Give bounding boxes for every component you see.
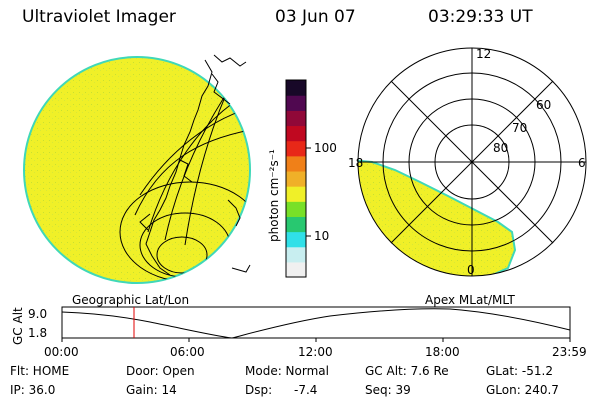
lat-label-60: 60 <box>536 98 552 112</box>
polar-plot <box>357 47 587 277</box>
coastline <box>145 59 213 276</box>
date-label: 03 Jun 07 <box>275 7 356 27</box>
altitude-xtick: 06:00 <box>170 345 205 359</box>
mlt-label-left: 18 <box>348 156 364 170</box>
coastline <box>179 159 193 183</box>
mlt-label-bottom: 0 <box>467 263 475 277</box>
mode-status: Mode: Normal <box>245 364 329 378</box>
geo-panel-label: Geographic Lat/Lon <box>72 293 190 307</box>
color-bar-segment <box>286 231 306 248</box>
polar-panel-label: Apex MLat/MLT <box>425 293 515 307</box>
geo-image <box>23 54 251 284</box>
altitude-ytick: 9.0 <box>28 307 48 321</box>
mlt-line <box>390 80 554 244</box>
coastline <box>213 54 247 67</box>
coastline <box>231 264 251 273</box>
color-bar-segment <box>286 140 306 157</box>
ip-status: IP: 36.0 <box>10 383 56 397</box>
lat-label-80: 80 <box>493 141 509 155</box>
coastline <box>227 199 241 227</box>
gc-alt-status: GC Alt: 7.6 Re <box>365 364 449 378</box>
time-label: 03:29:33 UT <box>428 7 533 27</box>
color-bar-segment <box>286 246 306 263</box>
geo-disk <box>23 56 251 284</box>
geo-grid-line <box>156 236 208 274</box>
color-bar-segment <box>286 125 306 142</box>
color-bar-segment <box>286 216 306 233</box>
colorbar-tick-label: 10 <box>314 229 330 243</box>
filter-status: Flt: HOME <box>10 364 70 378</box>
color-bar-segment <box>286 170 306 187</box>
altitude-ylabel: GC Alt <box>11 307 25 345</box>
dsp-label: Dsp: <box>245 383 273 397</box>
gain-status: Gain: 14 <box>126 383 177 397</box>
mlt-label-top: 12 <box>476 47 492 61</box>
coastline <box>211 73 231 105</box>
instrument-title: Ultraviolet Imager <box>22 7 176 27</box>
altitude-plot <box>61 306 571 342</box>
glon-status: GLon: 240.7 <box>486 383 559 397</box>
color-bar-segment <box>286 201 306 217</box>
color-bar-segment <box>286 186 306 202</box>
color-bar-segment <box>286 95 306 111</box>
altitude-ytick: 1.8 <box>28 326 48 340</box>
altitude-curve <box>61 308 571 339</box>
auroral-oval <box>358 158 517 276</box>
color-bar-segment <box>286 155 306 172</box>
altitude-xtick: 00:00 <box>44 345 79 359</box>
color-bar-segment <box>286 80 306 96</box>
door-status: Door: Open <box>126 364 195 378</box>
colorbar-unit-label: photon cm⁻²s⁻¹ <box>267 149 281 242</box>
altitude-frame <box>61 306 571 339</box>
color-bar-segment <box>286 110 306 127</box>
lat-label-70: 70 <box>512 121 528 135</box>
seq-status: Seq: 39 <box>365 383 411 397</box>
dsp-value: -7.4 <box>294 383 318 397</box>
color-bar-segment <box>286 261 306 278</box>
altitude-xtick: 18:00 <box>425 345 460 359</box>
geo-grid-line <box>134 129 250 216</box>
glat-status: GLat: -51.2 <box>486 364 553 378</box>
mlt-label-right: 6 <box>578 156 586 170</box>
altitude-xtick: 23:59 <box>552 345 587 359</box>
colorbar-tick-label: 100 <box>314 141 337 155</box>
color-bar <box>286 80 306 278</box>
altitude-xtick: 12:00 <box>298 345 333 359</box>
coastline <box>139 213 151 231</box>
color-bar-frame <box>285 79 307 278</box>
